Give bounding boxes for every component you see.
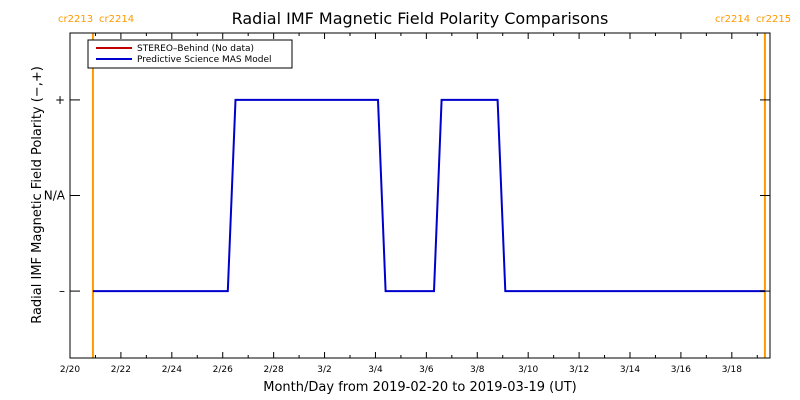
x-axis-label: Month/Day from 2019-02-20 to 2019-03-19 … (263, 380, 576, 395)
legend-label: STEREO–Behind (No data) (137, 44, 254, 54)
x-tick-label: 3/12 (569, 365, 589, 375)
x-tick-label: 2/28 (264, 365, 284, 375)
x-tick-label: 2/24 (162, 365, 182, 375)
legend: STEREO–Behind (No data)Predictive Scienc… (87, 39, 293, 69)
x-tick-label: 3/16 (671, 365, 691, 375)
x-axis-ticks: 2/20 2/22 2/24 2/26 2/28 3/2 3/4 3/6 3/8 3/10 3/12… (60, 33, 758, 375)
x-tick-label: 3/10 (518, 365, 538, 375)
carrington-label: cr2213 (58, 14, 93, 25)
x-tick-label: 3/18 (722, 365, 742, 375)
x-tick-label: 3/4 (368, 365, 383, 375)
x-tick-label: 3/14 (620, 365, 640, 375)
x-tick-label: 3/2 (317, 365, 331, 375)
y-tick-label: + (55, 93, 65, 107)
x-tick-label: 3/8 (470, 365, 485, 375)
chart-title: Radial IMF Magnetic Field Polarity Compa… (232, 9, 609, 28)
carrington-label: cr2214 (99, 14, 134, 25)
y-tick-label: – (59, 284, 65, 298)
series-layer (92, 98, 765, 293)
x-tick-label: 2/20 (60, 365, 80, 375)
x-tick-label: 2/22 (111, 365, 131, 375)
legend-label: Predictive Science MAS Model (137, 55, 272, 65)
y-axis-label: Radial IMF Magnetic Field Polarity (−,+) (30, 66, 45, 324)
x-tick-label: 3/6 (419, 365, 434, 375)
y-tick-label: N/A (44, 189, 66, 203)
series-line (92, 98, 765, 293)
x-tick-label: 2/26 (213, 365, 233, 375)
carrington-label: cr2215 (756, 14, 791, 25)
carrington-label: cr2214 (715, 14, 750, 25)
y-axis-ticks: + N/A – (44, 93, 770, 298)
legend-box (87, 39, 293, 69)
